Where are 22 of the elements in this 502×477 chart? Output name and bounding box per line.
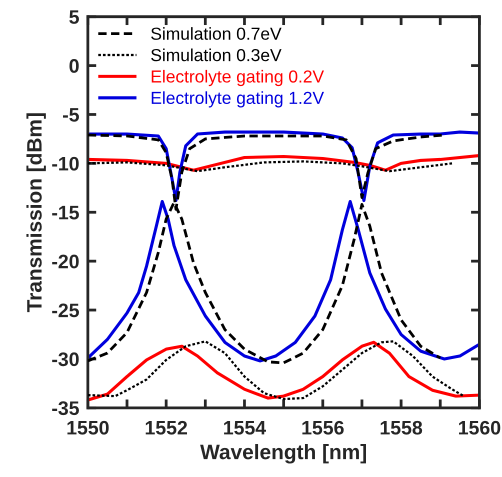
- y-tick-label: -25: [52, 304, 79, 318]
- x-tick-label: 1558: [380, 420, 422, 435]
- line-series: [88, 154, 480, 172]
- y-tick-label: -35: [52, 401, 79, 416]
- legend-label: Electrolyte gating 0.2V: [152, 70, 324, 86]
- x-tick-label: 1552: [146, 420, 188, 435]
- y-tick-label: -20: [52, 254, 79, 268]
- x-tick-label: 1554: [224, 421, 266, 435]
- x-tick-label: 1550: [67, 420, 109, 435]
- y-tick-label: 5: [69, 10, 79, 24]
- y-tick-label: 0: [69, 59, 79, 73]
- legend-label: Electrolyte gating 1.2V: [152, 91, 324, 108]
- legend-label: Simulation 0.3eV: [151, 48, 282, 62]
- x-tick-label: 1556: [302, 420, 344, 435]
- y-tick-label: -15: [52, 206, 79, 220]
- x-tick-label: 1560: [459, 420, 500, 435]
- x-axis-title: Wavelength [nm]: [200, 444, 366, 464]
- y-axis-title: Transmission [dBm]: [26, 113, 46, 312]
- legend-label: Simulation 0.7eV: [151, 27, 282, 40]
- y-tick-label: -10: [52, 156, 79, 171]
- y-tick-label: -30: [52, 352, 79, 366]
- y-tick-label: -5: [62, 108, 79, 122]
